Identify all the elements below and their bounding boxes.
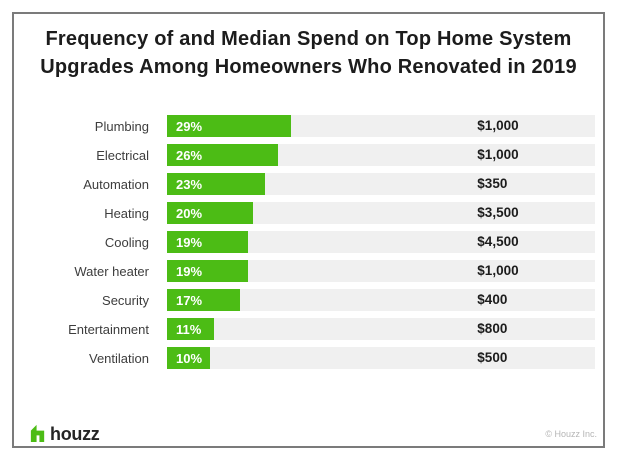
frequency-value-label: 17% bbox=[176, 292, 203, 308]
bar-track: 23% $350 bbox=[167, 173, 595, 195]
median-spend-label: $400 bbox=[477, 292, 508, 307]
frequency-value-label: 23% bbox=[176, 176, 203, 192]
frequency-bar: 19% bbox=[167, 231, 249, 253]
chart-row-security: Security 17% $400 bbox=[14, 289, 603, 311]
chart-title-line2: Upgrades Among Homeowners Who Renovated … bbox=[40, 56, 577, 78]
bar-track: 10% $500 bbox=[167, 347, 595, 369]
frequency-value-label: 29% bbox=[176, 118, 203, 134]
bar-track: 11% $800 bbox=[167, 318, 595, 340]
frequency-value-label: 19% bbox=[176, 234, 203, 250]
frequency-bar: 23% bbox=[167, 173, 266, 195]
category-label: Water heater bbox=[74, 263, 149, 279]
frequency-bar: 20% bbox=[167, 202, 253, 224]
chart-title: Frequency of and Median Spend on Top Hom… bbox=[14, 25, 603, 81]
chart-row-entertainment: Entertainment 11% $800 bbox=[14, 318, 603, 340]
category-label: Automation bbox=[83, 176, 149, 192]
category-label: Ventilation bbox=[89, 350, 149, 366]
frequency-value-label: 11% bbox=[176, 321, 202, 337]
bar-track: 29% $1,000 bbox=[167, 115, 595, 137]
chart-frame: Frequency of and Median Spend on Top Hom… bbox=[12, 12, 605, 448]
median-spend-label: $800 bbox=[477, 321, 508, 336]
category-label: Entertainment bbox=[68, 321, 149, 337]
category-label: Electrical bbox=[96, 147, 149, 163]
chart-row-plumbing: Plumbing 29% $1,000 bbox=[14, 115, 603, 137]
median-spend-label: $1,000 bbox=[477, 118, 519, 133]
bar-track: 17% $400 bbox=[167, 289, 595, 311]
category-label: Cooling bbox=[104, 234, 149, 250]
category-label: Security bbox=[102, 292, 149, 308]
median-spend-label: $1,000 bbox=[477, 147, 519, 162]
frequency-bar: 29% bbox=[167, 115, 292, 137]
bar-track: 26% $1,000 bbox=[167, 144, 595, 166]
median-spend-label: $3,500 bbox=[477, 205, 519, 220]
frequency-bar: 19% bbox=[167, 260, 249, 282]
chart-row-heating: Heating 20% $3,500 bbox=[14, 202, 603, 224]
frequency-bar: 10% bbox=[167, 347, 210, 369]
chart-row-ventilation: Ventilation 10% $500 bbox=[14, 347, 603, 369]
frequency-value-label: 19% bbox=[176, 263, 203, 279]
frequency-value-label: 20% bbox=[176, 205, 203, 221]
bar-track: 19% $1,000 bbox=[167, 260, 595, 282]
chart-title-line1: Frequency of and Median Spend on Top Hom… bbox=[45, 28, 572, 50]
median-spend-label: $350 bbox=[477, 176, 508, 191]
houzz-h-icon bbox=[30, 424, 45, 442]
frequency-value-label: 26% bbox=[176, 147, 203, 163]
bar-chart: Plumbing 29% $1,000 Electrical 26% $1,00… bbox=[14, 115, 603, 369]
median-spend-label: $500 bbox=[477, 350, 508, 365]
frequency-bar: 26% bbox=[167, 144, 279, 166]
chart-row-water-heater: Water heater 19% $1,000 bbox=[14, 260, 603, 282]
chart-row-cooling: Cooling 19% $4,500 bbox=[14, 231, 603, 253]
chart-row-electrical: Electrical 26% $1,000 bbox=[14, 144, 603, 166]
houzz-logo-text: houzz bbox=[50, 423, 100, 444]
chart-row-automation: Automation 23% $350 bbox=[14, 173, 603, 195]
frequency-bar: 17% bbox=[167, 289, 240, 311]
frequency-value-label: 10% bbox=[176, 350, 203, 366]
bar-track: 19% $4,500 bbox=[167, 231, 595, 253]
frequency-bar: 11% bbox=[167, 318, 215, 340]
houzz-logo: houzz bbox=[30, 423, 100, 444]
category-label: Plumbing bbox=[94, 118, 149, 134]
bar-track: 20% $3,500 bbox=[167, 202, 595, 224]
category-label: Heating bbox=[104, 205, 149, 221]
median-spend-label: $1,000 bbox=[477, 263, 519, 278]
copyright-text: © Houzz Inc. bbox=[545, 429, 597, 439]
median-spend-label: $4,500 bbox=[477, 234, 519, 249]
